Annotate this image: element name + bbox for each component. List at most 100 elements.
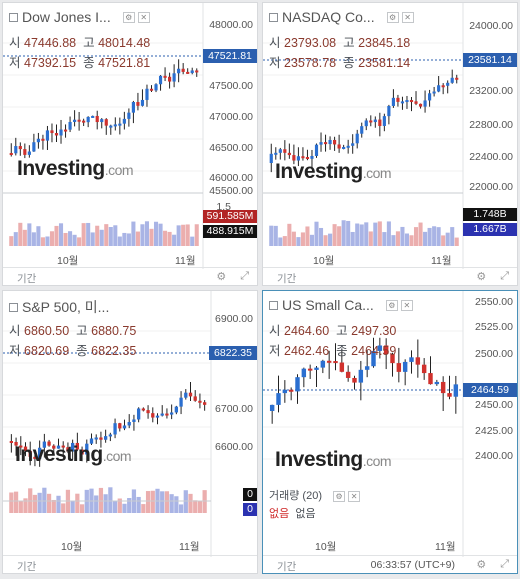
volume-bar bbox=[163, 230, 168, 246]
volume-bar bbox=[141, 504, 146, 513]
candle-body bbox=[269, 153, 273, 163]
candle-body bbox=[364, 120, 368, 127]
candle-body bbox=[352, 377, 357, 383]
candle-body bbox=[32, 142, 36, 152]
volume-bar bbox=[432, 226, 437, 246]
volume-bar bbox=[122, 232, 127, 246]
us-small-cap-panel[interactable]: US Small Ca... ⚙ ✕ 시 2464.60 고 2497.30 저 … bbox=[262, 290, 518, 574]
volume-bar bbox=[169, 494, 174, 513]
candle-body bbox=[19, 445, 23, 448]
close-icon[interactable]: ✕ bbox=[137, 11, 150, 23]
candle-body bbox=[59, 129, 63, 136]
volume-values: 없음 없음 bbox=[269, 508, 316, 520]
candle-body bbox=[345, 371, 351, 378]
collapse-icon[interactable] bbox=[9, 302, 18, 312]
candle-body bbox=[278, 149, 282, 153]
candle-body bbox=[172, 73, 176, 82]
volume-bar bbox=[153, 221, 159, 246]
candle-body bbox=[163, 75, 167, 78]
candle-body bbox=[108, 434, 113, 437]
volume-bar bbox=[23, 498, 28, 513]
close-icon[interactable]: ✕ bbox=[348, 491, 361, 502]
collapse-icon[interactable] bbox=[269, 12, 278, 22]
candle-body bbox=[295, 377, 300, 392]
candle-body bbox=[333, 139, 337, 145]
period-button[interactable]: 기간 bbox=[277, 561, 297, 573]
collapse-icon[interactable] bbox=[269, 300, 278, 310]
candle-body bbox=[301, 368, 307, 378]
volume-bar bbox=[144, 221, 150, 246]
volume-bar bbox=[61, 503, 66, 513]
sp500-ohlc-row2: 저 6820.69 종 6822.35 bbox=[9, 344, 137, 358]
expand-icon[interactable]: ⤢ bbox=[500, 558, 509, 570]
settings-icon[interactable]: ⚙ bbox=[333, 491, 346, 502]
sp500-panel[interactable]: S&P 500, 미... 시 6860.50 고 6880.75 저 6820… bbox=[2, 290, 258, 574]
x-label-oct: 10월 bbox=[313, 255, 335, 267]
gear-icon[interactable]: ⚙ bbox=[476, 271, 487, 283]
candle-body bbox=[373, 119, 377, 123]
volume-bar bbox=[341, 220, 346, 246]
period-button[interactable]: 기간 bbox=[17, 561, 37, 573]
volume-bar bbox=[112, 500, 118, 513]
candle-body bbox=[355, 133, 359, 144]
candle-body bbox=[66, 447, 70, 452]
investing-watermark: Investing.com bbox=[275, 160, 392, 183]
close-icon[interactable]: ✕ bbox=[401, 11, 414, 23]
candle-body bbox=[428, 93, 432, 101]
russell-candles-svg bbox=[263, 291, 464, 557]
volume-bar bbox=[332, 224, 337, 246]
x-label-oct: 10월 bbox=[61, 541, 83, 553]
volume-bar bbox=[49, 231, 55, 246]
volume-bar bbox=[18, 500, 23, 513]
candle-body bbox=[440, 381, 446, 394]
candle-body bbox=[151, 413, 155, 418]
gear-icon[interactable]: ⚙ bbox=[476, 559, 487, 571]
volume-bar bbox=[418, 222, 423, 246]
candle-body bbox=[193, 396, 197, 401]
candle-body bbox=[377, 345, 383, 351]
settings-icon[interactable]: ⚙ bbox=[122, 11, 135, 23]
candle-body bbox=[181, 68, 185, 72]
candle-body bbox=[122, 118, 126, 124]
candle-body bbox=[61, 445, 65, 448]
volume-bar bbox=[188, 493, 193, 513]
nasdaq-panel[interactable]: NASDAQ Co... ⚙ ✕ 시 23793.08 고 23845.18 저 … bbox=[262, 2, 518, 286]
sp500-title: S&P 500, 미... bbox=[22, 299, 110, 315]
period-button[interactable]: 기간 bbox=[17, 273, 37, 285]
volume-bar bbox=[37, 492, 42, 513]
candle-body bbox=[127, 421, 131, 426]
investing-watermark: Investing.com bbox=[17, 157, 134, 180]
collapse-icon[interactable] bbox=[9, 12, 18, 22]
dow-title: Dow Jones I... bbox=[22, 9, 111, 25]
candle-body bbox=[103, 436, 108, 440]
gear-icon[interactable]: ⚙ bbox=[216, 271, 227, 283]
candle-body bbox=[202, 402, 207, 405]
candle-body bbox=[18, 146, 22, 150]
expand-icon[interactable]: ⤢ bbox=[240, 270, 249, 282]
volume-bar bbox=[278, 237, 283, 246]
candle-body bbox=[145, 88, 149, 100]
candle-body bbox=[158, 75, 163, 85]
candle-body bbox=[276, 393, 281, 405]
candle-body bbox=[154, 84, 158, 91]
volume-bar bbox=[131, 221, 136, 246]
candle-body bbox=[23, 149, 27, 155]
volume-bar bbox=[197, 500, 203, 513]
candle-body bbox=[45, 130, 50, 141]
close-icon[interactable]: ✕ bbox=[400, 299, 413, 311]
volume-bar bbox=[382, 232, 387, 246]
volume-bar bbox=[185, 224, 190, 246]
dow-jones-panel[interactable]: Dow Jones I... ⚙ ✕ 시 47446.88 고 48014.48 … bbox=[2, 2, 258, 286]
volume-bar bbox=[72, 234, 77, 246]
volume-bar bbox=[164, 491, 170, 513]
candle-body bbox=[320, 360, 326, 368]
volume-bar bbox=[160, 491, 165, 513]
volume-bar bbox=[413, 227, 419, 246]
settings-icon[interactable]: ⚙ bbox=[386, 11, 399, 23]
volume-bar bbox=[194, 224, 199, 246]
expand-icon[interactable]: ⤢ bbox=[500, 270, 509, 282]
volume-bar bbox=[172, 234, 177, 246]
candle-body bbox=[269, 404, 275, 411]
settings-icon[interactable]: ⚙ bbox=[385, 299, 398, 311]
period-button[interactable]: 기간 bbox=[277, 273, 297, 285]
